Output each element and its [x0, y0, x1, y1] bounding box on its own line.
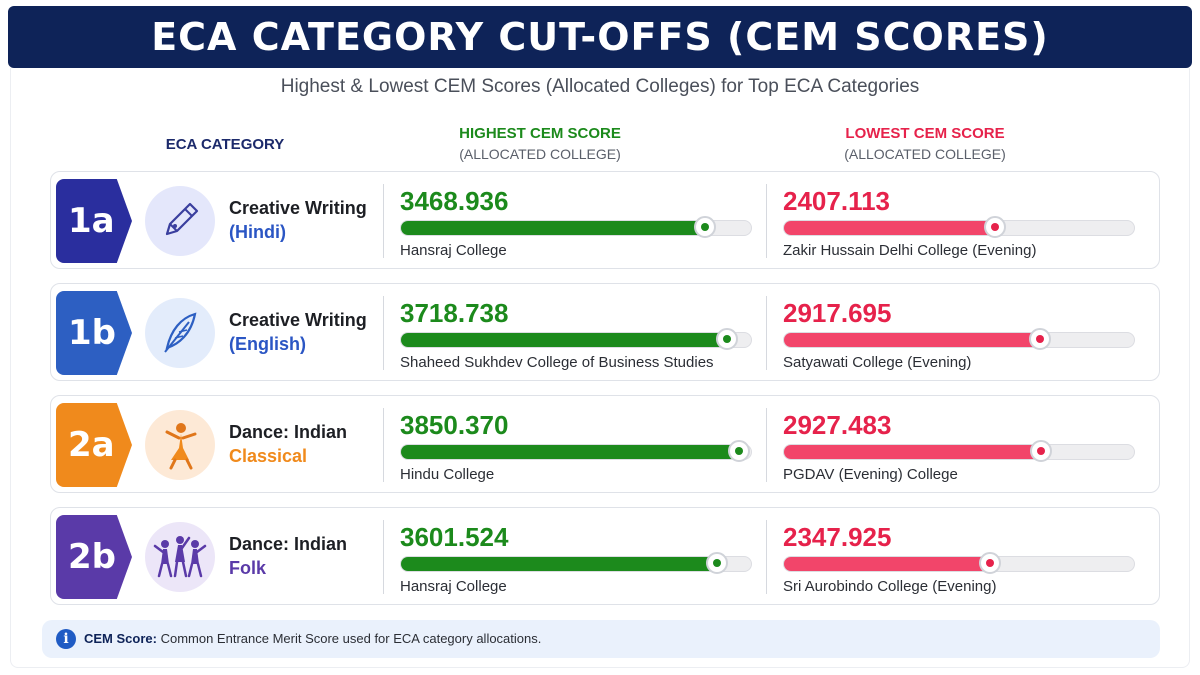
column-divider: [766, 296, 767, 370]
category-name: Creative Writing: [229, 198, 367, 218]
lowest-bar-track: [783, 220, 1135, 236]
highest-college-label: Hansraj College: [400, 242, 507, 259]
lowest-bar-marker: [984, 216, 1006, 238]
highest-score-label: 3468.936: [400, 186, 509, 216]
column-divider: [766, 184, 767, 258]
highest-score-label: 3601.524: [400, 522, 509, 552]
category-subname: Folk: [229, 558, 267, 578]
header-highest-sub: (ALLOCATED COLLEGE): [459, 146, 621, 162]
lowest-bar-marker: [1030, 440, 1052, 462]
lowest-college-label: Sri Aurobindo College (Evening): [783, 578, 997, 595]
highest-bar: [401, 221, 706, 235]
header-highest: HIGHEST CEM SCORE (ALLOCATED COLLEGE): [390, 125, 690, 162]
lowest-score-label: 2347.925: [783, 522, 892, 552]
lowest-bar-marker: [979, 552, 1001, 574]
column-divider: [383, 296, 384, 370]
column-divider: [383, 520, 384, 594]
highest-college-label: Shaheed Sukhdev College of Business Stud…: [400, 354, 714, 371]
header-lowest-label: LOWEST CEM SCORE: [845, 125, 1005, 142]
category-row: 1b Creative Writing (English) 3718.738 Shahe…: [50, 283, 1160, 381]
column-divider: [766, 408, 767, 482]
column-divider: [383, 184, 384, 258]
highest-bar-marker: [694, 216, 716, 238]
header-eca-category: ECA CATEGORY: [110, 136, 340, 153]
category-row: 2b Dance: Indian Folk 3601.524 Hansraj Colle…: [50, 507, 1160, 605]
subtitle: Highest & Lowest CEM Scores (Allocated C…: [280, 76, 920, 97]
category-code-badge: 1b: [56, 291, 132, 375]
highest-college-label: Hansraj College: [400, 578, 507, 595]
lowest-bar: [784, 445, 1042, 459]
folk-dancers-icon: [145, 522, 215, 592]
column-divider: [383, 408, 384, 482]
highest-bar: [401, 557, 718, 571]
footnote: i CEM Score: Common Entrance Merit Score…: [42, 620, 1160, 658]
category-name: Dance: Indian: [229, 534, 348, 554]
header-lowest-sub: (ALLOCATED COLLEGE): [844, 146, 1006, 162]
lowest-bar: [784, 557, 991, 571]
category-row: 1a Creative Writing (Hindi) 3468.936 Hansraj…: [50, 171, 1160, 269]
lowest-college-label: Satyawati College (Evening): [783, 354, 972, 371]
highest-bar: [401, 445, 740, 459]
lowest-bar-track: [783, 444, 1135, 460]
header-lowest: LOWEST CEM SCORE (ALLOCATED COLLEGE): [775, 125, 1075, 162]
info-icon: i: [56, 629, 76, 649]
header-category-label: ECA CATEGORY: [165, 136, 285, 153]
header-highest-label: HIGHEST CEM SCORE: [459, 125, 621, 142]
highest-bar-marker: [716, 328, 738, 350]
column-divider: [766, 520, 767, 594]
highest-bar-track: [400, 444, 752, 460]
title-banner: ECA CATEGORY CUT-OFFS (CEM SCORES): [8, 6, 1192, 68]
category-subname: (English): [229, 334, 306, 354]
fountain-pen-icon: [145, 186, 215, 256]
highest-score-label: 3718.738: [400, 298, 509, 328]
category-subname: Classical: [229, 446, 308, 466]
category-subname: (Hindi): [229, 222, 286, 242]
lowest-bar-marker: [1029, 328, 1051, 350]
lowest-bar-track: [783, 332, 1135, 348]
lowest-college-label: PGDAV (Evening) College: [783, 466, 958, 483]
quill-feather-icon: [145, 298, 215, 368]
classical-dancer-icon: [145, 410, 215, 480]
category-name: Creative Writing: [229, 310, 367, 330]
category-code-badge: 2a: [56, 403, 132, 487]
category-code-badge: 2b: [56, 515, 132, 599]
footnote-label: CEM Score:: [84, 631, 157, 646]
lowest-score-label: 2917.695: [783, 298, 892, 328]
highest-bar-marker: [728, 440, 750, 462]
category-name: Dance: Indian: [229, 422, 348, 442]
lowest-college-label: Zakir Hussain Delhi College (Evening): [783, 242, 1037, 259]
lowest-score-label: 2407.113: [783, 186, 891, 216]
lowest-score-label: 2927.483: [783, 410, 892, 440]
highest-college-label: Hindu College: [400, 466, 495, 483]
highest-bar-track: [400, 332, 752, 348]
highest-bar: [401, 333, 728, 347]
highest-bar-marker: [706, 552, 728, 574]
highest-score-label: 3850.370: [400, 410, 509, 440]
lowest-bar-track: [783, 556, 1135, 572]
highest-bar-track: [400, 220, 752, 236]
lowest-bar: [784, 221, 996, 235]
category-row: 2a Dance: Indian Classical 3850.370 Hindu Co…: [50, 395, 1160, 493]
highest-bar-track: [400, 556, 752, 572]
lowest-bar: [784, 333, 1041, 347]
footnote-text: Common Entrance Merit Score used for ECA…: [156, 631, 542, 646]
category-code-badge: 1a: [56, 179, 132, 263]
